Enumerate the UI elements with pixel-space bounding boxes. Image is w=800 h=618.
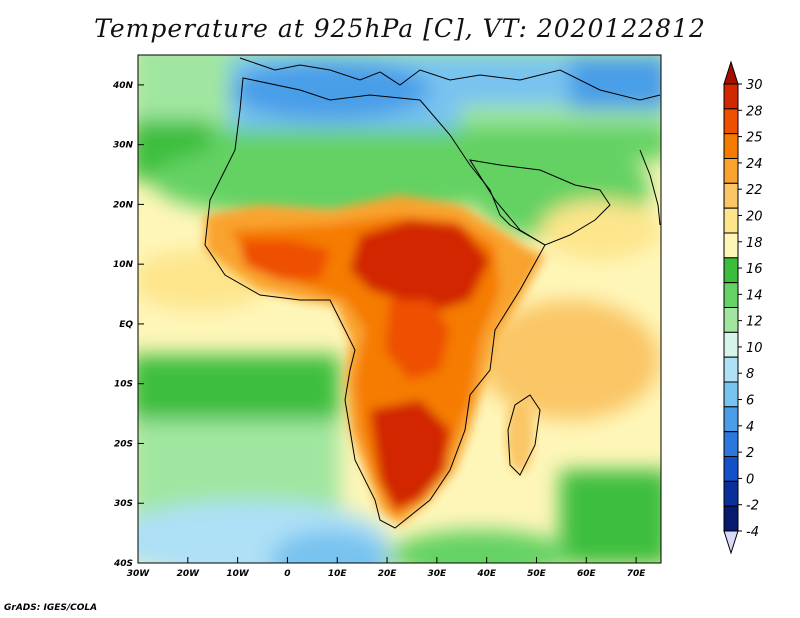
colorbar-label: 10 — [746, 341, 763, 356]
lon-tick-label: 60E — [577, 569, 597, 579]
lat-tick-label: 10N — [113, 260, 134, 270]
colorbar-label: 12 — [746, 315, 763, 330]
plot-frame — [137, 54, 662, 564]
colorbar-swatch — [723, 232, 739, 259]
colorbar-swatch — [723, 158, 739, 184]
colorbar-swatch — [723, 431, 739, 457]
colorbar-swatch — [723, 257, 739, 284]
colorbar-label: 8 — [746, 367, 754, 382]
lon-tick-label: 30W — [127, 569, 151, 579]
colorbar-swatch — [723, 381, 739, 408]
colorbar-swatch — [723, 331, 739, 358]
colorbar-swatch — [723, 406, 739, 433]
lon-tick-label: 70E — [627, 569, 647, 579]
colorbar-label: 30 — [746, 78, 763, 93]
colorbar-swatch — [723, 456, 739, 482]
colorbar-swatch — [723, 108, 739, 135]
temperature-field — [138, 55, 661, 563]
colorbar-top-triangle — [723, 60, 739, 85]
arabia-coastline — [468, 159, 611, 246]
lon-tick-label: 40E — [476, 569, 497, 579]
colorbar-label: 28 — [746, 104, 763, 119]
lat-tick-label: 40N — [112, 81, 134, 91]
colorbar-swatch — [723, 505, 739, 532]
map-title: Temperature at 925hPa [C], VT: 202012281… — [94, 14, 706, 43]
colorbar-swatch — [723, 207, 739, 234]
lat-tick-label: 30N — [113, 141, 134, 151]
colorbar-swatch — [723, 182, 739, 209]
colorbar-swatch — [723, 356, 739, 383]
colorbar-label: 20 — [746, 209, 763, 224]
lon-tick-label: 20W — [177, 569, 201, 579]
lat-tick-label: 40S — [113, 559, 133, 569]
colorbar-label: 2 — [746, 446, 754, 461]
india-coastline — [639, 149, 661, 226]
madagascar-coastline — [507, 394, 541, 476]
colorbar-label: 18 — [746, 236, 763, 251]
lon-tick-label: 0 — [284, 569, 290, 579]
colorbar-label: 0 — [746, 472, 754, 487]
madagascar — [506, 397, 534, 473]
lon-tick-label: 10E — [328, 569, 348, 579]
lon-tick-label: 10W — [226, 569, 250, 579]
colorbar-label: 14 — [746, 288, 763, 303]
colorbar-swatch — [723, 480, 739, 507]
colorbar-swatch — [723, 307, 739, 333]
colorbar-label: 22 — [746, 183, 763, 198]
lat-tick-label: 30S — [114, 499, 133, 509]
africa-coastline — [204, 77, 546, 529]
colorbar-label: 6 — [746, 394, 754, 409]
colorbar-label: 25 — [746, 131, 763, 146]
colorbar-label: 24 — [746, 157, 763, 172]
lat-tick-label: 20N — [113, 200, 134, 210]
colorbar-swatch — [723, 282, 739, 308]
colorbar-swatch — [723, 83, 739, 110]
colorbar-swatch — [723, 133, 739, 160]
latitude-axis: 40N 30N 20N 10N EQ 10S 20S 30S 40S — [112, 81, 144, 569]
colorbar-label: -2 — [746, 499, 759, 514]
colorbar-bottom-triangle — [723, 530, 739, 555]
lon-tick-label: 20E — [378, 569, 398, 579]
colorbar-label: 4 — [746, 420, 754, 435]
colorbar-label: 16 — [746, 262, 763, 277]
colorbar-label: -4 — [746, 525, 759, 540]
longitude-axis: 30W 20W 10W 0 10E 20E 30E 40E 50E 60E 70E — [127, 557, 647, 579]
lon-tick-label: 50E — [527, 569, 547, 579]
europe-coastline — [239, 57, 661, 101]
lat-tick-label: 20S — [114, 439, 133, 449]
lat-tick-label: 10S — [114, 380, 133, 390]
lat-tick-label: EQ — [119, 320, 133, 330]
lon-tick-label: 30E — [428, 569, 448, 579]
grads-credit: GrADS: IGES/COLA — [4, 603, 98, 613]
